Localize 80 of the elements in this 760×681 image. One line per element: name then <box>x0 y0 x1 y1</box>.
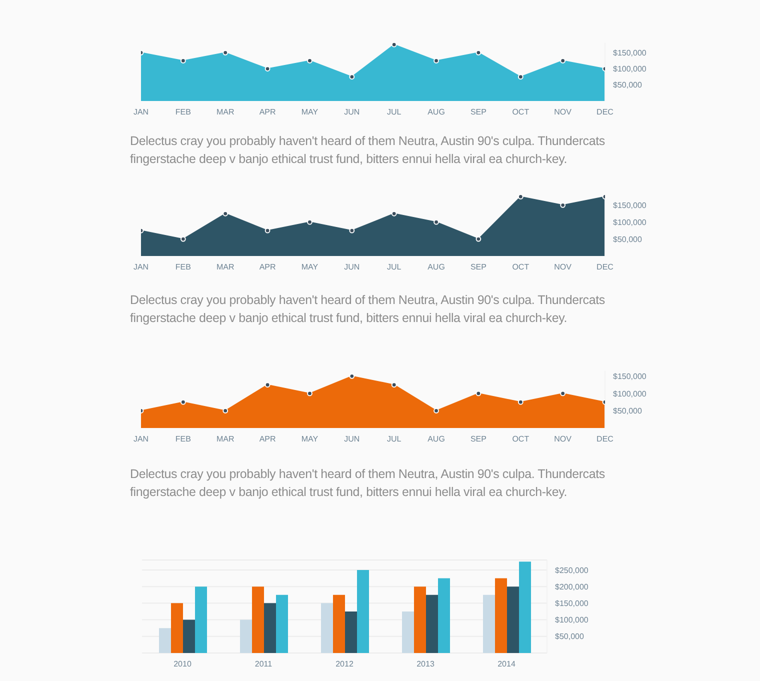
y-tick-label: $150,000 <box>613 372 647 382</box>
y-tick-label: $150,000 <box>613 48 647 58</box>
x-tick-label: DEC <box>596 434 614 444</box>
x-tick-label: SEP <box>470 434 486 444</box>
text: Delectus cray you probably haven't heard of them Neutra, Austin 90's culpa. Thundercats fingerstache deep v banjo ethical trust fund, bitters ennui hella viral ea church-key. <box>130 292 606 327</box>
y-tick-label: $250,000 <box>555 566 589 575</box>
bar <box>495 578 507 653</box>
text: Delectus cray you probably haven't heard of them Neutra, Austin 90's culpa. Thundercats fingerstache deep v banjo ethical trust fund, bitters ennui hella viral ea church-key. <box>130 466 606 501</box>
x-tick-label: 2011 <box>254 660 273 669</box>
x-tick-label: 2013 <box>416 660 435 669</box>
x-tick-label: MAY <box>301 434 319 444</box>
x-tick-label: MAY <box>301 108 319 117</box>
x-tick-label: MAR <box>216 262 234 272</box>
bar <box>402 611 414 653</box>
bar <box>183 620 195 653</box>
bar <box>357 570 369 653</box>
bar <box>519 562 531 653</box>
x-tick-label: AUG <box>428 262 445 272</box>
bar <box>240 620 252 653</box>
bar <box>195 586 207 653</box>
x-tick-label: JUL <box>386 262 402 272</box>
x-tick-label: APR <box>259 108 276 117</box>
bar <box>426 594 438 653</box>
x-tick-label: JUL <box>386 108 402 117</box>
x-tick-label: JAN <box>133 262 149 272</box>
bar <box>414 586 426 653</box>
y-tick-label: $150,000 <box>613 201 647 210</box>
x-tick-label: FEB <box>175 434 191 444</box>
x-tick-label: NOV <box>554 434 572 444</box>
y-tick-label: $50,000 <box>613 406 642 416</box>
x-tick-label: JAN <box>133 108 149 117</box>
y-tick-label: $50,000 <box>613 80 642 90</box>
x-tick-label: OCT <box>512 262 530 272</box>
bar <box>171 603 183 653</box>
x-tick-label: SEP <box>470 108 486 117</box>
x-tick-label: NOV <box>554 108 572 117</box>
bar <box>321 603 333 653</box>
x-tick-label: 2012 <box>336 660 354 669</box>
x-tick-label: 2010 <box>174 660 192 669</box>
x-tick-label: MAR <box>216 434 234 444</box>
bar <box>507 586 519 653</box>
x-tick-label: AUG <box>428 108 445 117</box>
x-tick-label: JUN <box>344 108 360 117</box>
point <box>476 236 482 242</box>
y-tick-label: $100,000 <box>613 389 647 398</box>
bar <box>159 628 171 653</box>
bar <box>252 586 264 653</box>
x-tick-label: JUN <box>344 262 360 272</box>
x-tick-label: MAR <box>216 108 234 117</box>
x-tick-label: 2014 <box>498 660 516 669</box>
point <box>518 195 524 200</box>
y-tick-label: $100,000 <box>613 218 647 227</box>
x-tick-label: FEB <box>175 262 191 272</box>
x-tick-label: DEC <box>596 262 614 272</box>
x-tick-label: NOV <box>554 262 572 272</box>
x-tick-label: JUL <box>386 434 402 444</box>
x-tick-label: OCT <box>512 108 530 117</box>
bar <box>345 611 357 653</box>
y-tick-label: $100,000 <box>555 616 589 625</box>
x-tick-label: OCT <box>512 434 530 444</box>
x-tick-label: APR <box>259 434 276 444</box>
y-tick-label: $50,000 <box>555 632 584 642</box>
bar <box>264 603 276 653</box>
x-tick-label: SEP <box>470 262 486 272</box>
bar <box>483 594 495 653</box>
x-tick-label: JAN <box>133 434 149 444</box>
y-tick-label: $50,000 <box>613 234 642 244</box>
x-tick-label: AUG <box>428 434 445 444</box>
x-tick-label: APR <box>259 262 276 272</box>
y-tick-label: $100,000 <box>613 64 647 74</box>
bar <box>333 594 345 653</box>
text: Delectus cray you probably haven't heard of them Neutra, Austin 90's culpa. Thundercats fingerstache deep v banjo ethical trust fund, bitters ennui hella viral ea church-key. <box>130 133 606 168</box>
x-tick-label: JUN <box>344 434 360 444</box>
x-tick-label: MAY <box>301 262 319 272</box>
bar <box>438 578 450 653</box>
bar <box>276 594 288 653</box>
y-tick-label: $200,000 <box>555 582 589 592</box>
x-tick-label: DEC <box>596 108 614 117</box>
y-tick-label: $150,000 <box>555 599 589 608</box>
x-tick-label: FEB <box>175 108 191 117</box>
